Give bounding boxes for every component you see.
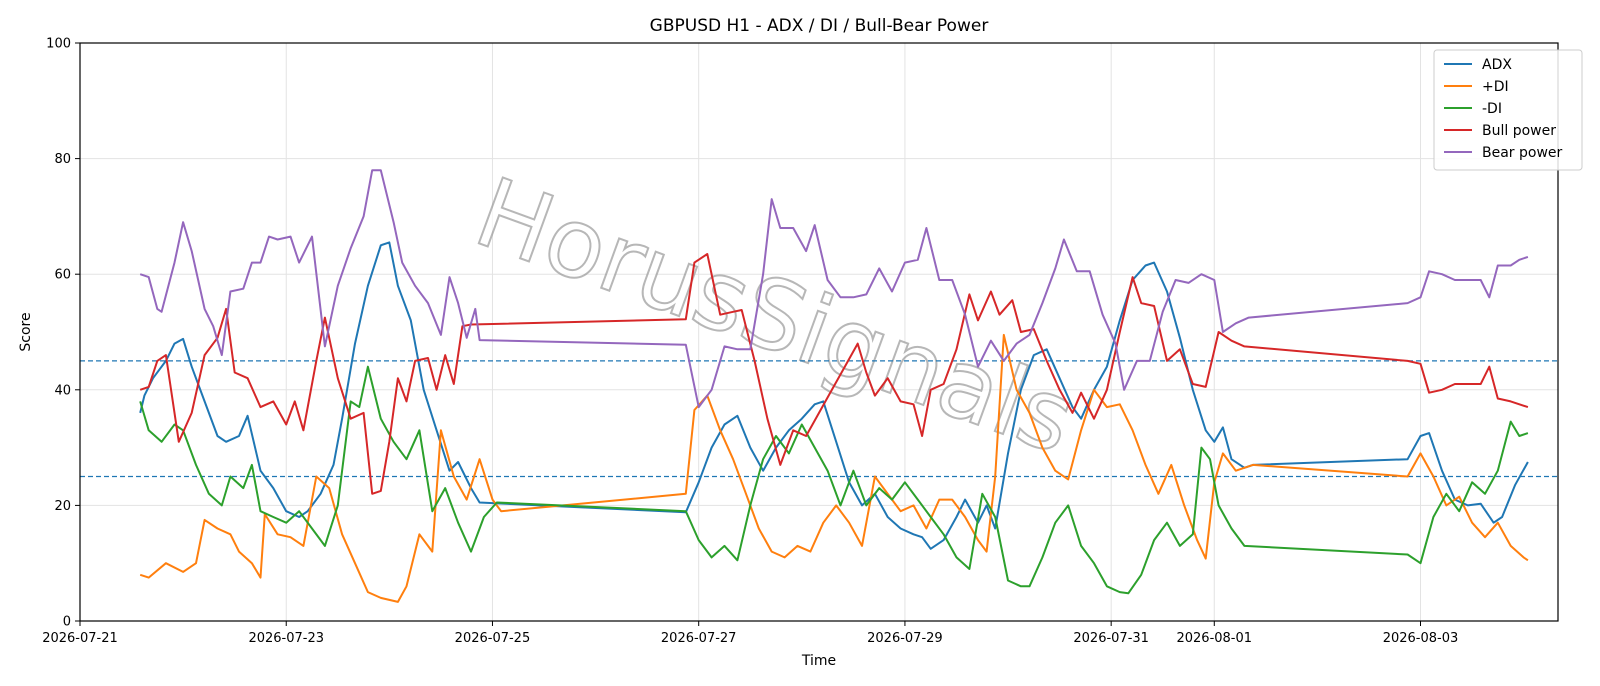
x-tick-label: 2026-07-23 — [248, 631, 324, 646]
x-tick-label: 2026-07-25 — [455, 631, 531, 646]
series-line--di — [139, 365, 1529, 595]
grid-layer — [79, 42, 1558, 622]
legend-label--di: -DI — [1482, 101, 1502, 117]
y-tick-label: 40 — [54, 383, 71, 398]
legend: ADX +DI -DI Bull power Bear power — [1433, 49, 1583, 171]
chart-title: GBPUSD H1 - ADX / DI / Bull-Bear Power — [650, 16, 989, 36]
x-tick-label: 2026-07-29 — [867, 631, 943, 646]
legend-box — [1433, 49, 1583, 171]
legend-label-bear-power: Bear power — [1482, 145, 1563, 161]
legend-label-bull-power: Bull power — [1482, 123, 1556, 139]
reference-lines — [80, 360, 1558, 478]
x-tick-label: 2026-07-21 — [42, 631, 118, 646]
y-tick-label: 20 — [54, 499, 71, 514]
x-axis-title: Time — [801, 653, 836, 669]
y-tick-label: 60 — [54, 268, 71, 283]
series-line-adx — [139, 241, 1529, 550]
y-tick-label: 80 — [54, 152, 71, 167]
y-tick-label: 0 — [63, 615, 71, 630]
legend-label-adx: ADX — [1482, 57, 1512, 73]
y-axis-title: Score — [18, 312, 34, 351]
x-tick-label: 2026-07-27 — [661, 631, 737, 646]
y-tick-label: 100 — [46, 37, 71, 52]
series-line-bear-power — [139, 169, 1529, 409]
legend-label--di: +DI — [1482, 79, 1509, 95]
ticks-layer: 0 20 40 60 80 100 2026-07-21 2026-07-23 2026-07-… — [42, 37, 1458, 647]
x-tick-label: 2026-08-03 — [1383, 631, 1459, 646]
x-tick-label: 2026-08-01 — [1176, 631, 1252, 646]
x-tick-label: 2026-07-31 — [1073, 631, 1149, 646]
series-layer — [139, 169, 1529, 603]
series-line-bull-power — [139, 253, 1529, 495]
plot-frame — [79, 42, 1559, 622]
series-line--di — [139, 333, 1529, 603]
